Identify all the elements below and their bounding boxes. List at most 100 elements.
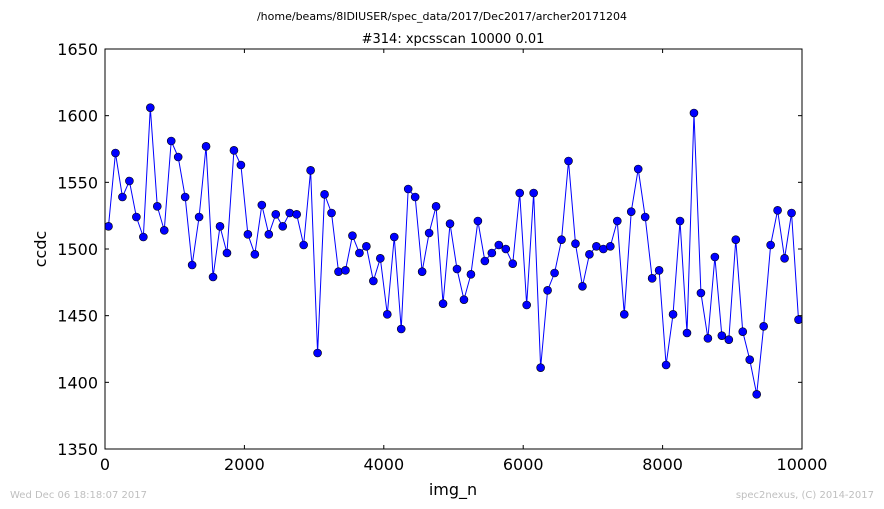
data-point [557,235,566,244]
y-tick-label: 1650 [57,40,98,59]
x-tick-label: 10000 [777,455,828,474]
data-point [201,142,211,151]
data-point [236,160,246,170]
data-point [306,166,315,175]
data-point [376,254,385,263]
data-point [780,254,789,263]
x-tick-label: 4000 [363,455,404,474]
data-point [626,207,636,216]
data-point [445,219,455,228]
data-point [334,267,343,276]
data-point [515,188,525,198]
data-point [550,268,559,278]
data-point [640,212,650,222]
data-point [794,315,802,324]
data-point [654,266,664,275]
data-point [668,310,678,319]
data-point [105,222,113,231]
data-point [299,240,308,250]
y-tick-label: 1350 [57,440,98,459]
data-point [480,256,490,266]
data-point [118,192,127,202]
data-point [543,286,552,295]
series-layer [105,103,802,399]
data-point [382,310,392,319]
data-point [717,331,727,340]
series-group [105,103,802,399]
data-point [452,264,462,274]
data-point [146,103,155,112]
data-point [125,176,134,186]
data-point [724,335,734,344]
data-point [278,222,288,231]
data-point [285,208,295,218]
footer-credit: spec2nexus, (C) 2014-2017 [736,490,874,501]
data-point [320,190,329,199]
x-tick-label: 2000 [224,455,265,474]
data-point [292,210,301,219]
data-point [606,242,615,251]
data-point [403,184,413,194]
data-point [619,310,629,319]
data-point [173,152,183,162]
data-point [745,355,755,364]
y-tick-label: 1550 [57,173,98,192]
data-point [187,260,197,270]
y-axis-label: ccdc [31,231,50,268]
data-point [773,206,782,215]
data-point [229,146,239,155]
y-tick-label: 1600 [57,107,98,126]
data-point [787,208,796,218]
data-point [159,226,169,235]
data-point [731,235,741,244]
data-point [752,390,761,399]
data-point [473,216,483,226]
data-point [585,250,594,259]
data-point [459,295,469,304]
series-line [107,107,800,395]
plot-frame [104,48,803,450]
data-point [410,192,420,202]
data-point [348,231,357,240]
data-point [487,248,497,258]
figure-suptitle: /home/beams/8IDIUSER/spec_data/2017/Dec2… [257,10,627,23]
data-point [313,348,322,358]
data-point [438,299,448,308]
data-point [759,322,768,331]
data-point [501,244,511,254]
data-point [222,248,232,258]
data-point [264,230,274,239]
data-point [508,259,518,268]
data-point [536,363,545,372]
data-point [243,230,253,239]
data-point [424,228,434,238]
data-point [466,270,476,279]
data-point [327,208,336,218]
data-point [529,188,538,198]
data-point [571,239,580,248]
data-point [194,212,204,222]
data-point [250,250,260,259]
y-tick-label: 1500 [57,240,98,259]
data-point [710,252,720,262]
data-point [578,282,587,291]
data-point [612,216,622,226]
footer-timestamp: Wed Dec 06 18:18:07 2017 [10,490,147,501]
x-tick-label: 0 [100,455,110,474]
data-point [738,327,748,336]
x-axis-label: img_n [429,480,477,500]
data-point [396,324,406,334]
data-point [682,328,692,338]
data-point [215,222,225,231]
data-point [633,164,643,174]
data-point [431,202,441,211]
data-point [341,266,350,275]
data-point [369,276,378,286]
data-point [257,200,267,210]
data-point [696,288,706,298]
data-point [689,108,699,118]
chart-title: #314: xpcsscan 10000 0.01 [362,32,545,47]
data-point [675,216,685,226]
data-point [152,202,162,211]
